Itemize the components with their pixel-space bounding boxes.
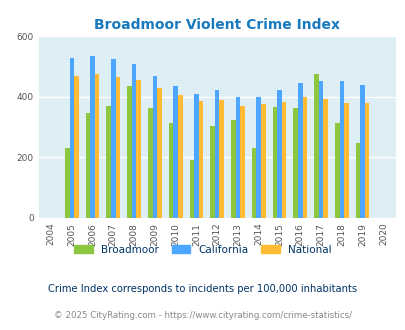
Bar <box>111 59 115 218</box>
Bar <box>65 148 69 218</box>
Bar <box>240 107 244 218</box>
Bar <box>277 89 281 218</box>
Bar <box>115 77 120 218</box>
Bar <box>90 56 95 218</box>
Text: Crime Index corresponds to incidents per 100,000 inhabitants: Crime Index corresponds to incidents per… <box>48 284 357 294</box>
Legend: Broadmoor, California, National: Broadmoor, California, National <box>70 241 335 259</box>
Bar <box>219 100 224 218</box>
Bar <box>360 85 364 218</box>
Bar <box>343 103 348 218</box>
Bar <box>260 104 265 218</box>
Bar <box>235 97 240 218</box>
Bar <box>106 107 111 218</box>
Bar <box>339 82 343 218</box>
Bar <box>177 95 182 218</box>
Bar <box>313 74 318 218</box>
Bar <box>157 88 161 218</box>
Bar <box>322 99 327 218</box>
Bar <box>132 64 136 218</box>
Bar <box>85 113 90 218</box>
Text: © 2025 CityRating.com - https://www.cityrating.com/crime-statistics/: © 2025 CityRating.com - https://www.city… <box>54 312 351 320</box>
Bar <box>194 94 198 218</box>
Bar <box>168 123 173 218</box>
Bar <box>148 108 152 218</box>
Bar <box>334 122 339 218</box>
Bar <box>152 76 157 218</box>
Bar <box>69 58 74 218</box>
Bar <box>297 82 302 218</box>
Bar <box>302 97 307 218</box>
Bar <box>198 101 203 218</box>
Bar <box>230 120 235 218</box>
Bar <box>189 160 194 218</box>
Bar <box>355 143 360 218</box>
Bar <box>127 85 132 218</box>
Bar <box>318 82 322 218</box>
Bar <box>173 85 177 218</box>
Bar <box>95 74 99 218</box>
Bar <box>256 97 260 218</box>
Bar <box>214 89 219 218</box>
Bar <box>251 148 256 218</box>
Bar <box>210 126 214 218</box>
Title: Broadmoor Violent Crime Index: Broadmoor Violent Crime Index <box>94 18 339 32</box>
Bar <box>74 76 79 218</box>
Bar <box>364 103 369 218</box>
Bar <box>293 108 297 218</box>
Bar <box>281 102 286 218</box>
Bar <box>136 80 141 218</box>
Bar <box>272 107 277 218</box>
